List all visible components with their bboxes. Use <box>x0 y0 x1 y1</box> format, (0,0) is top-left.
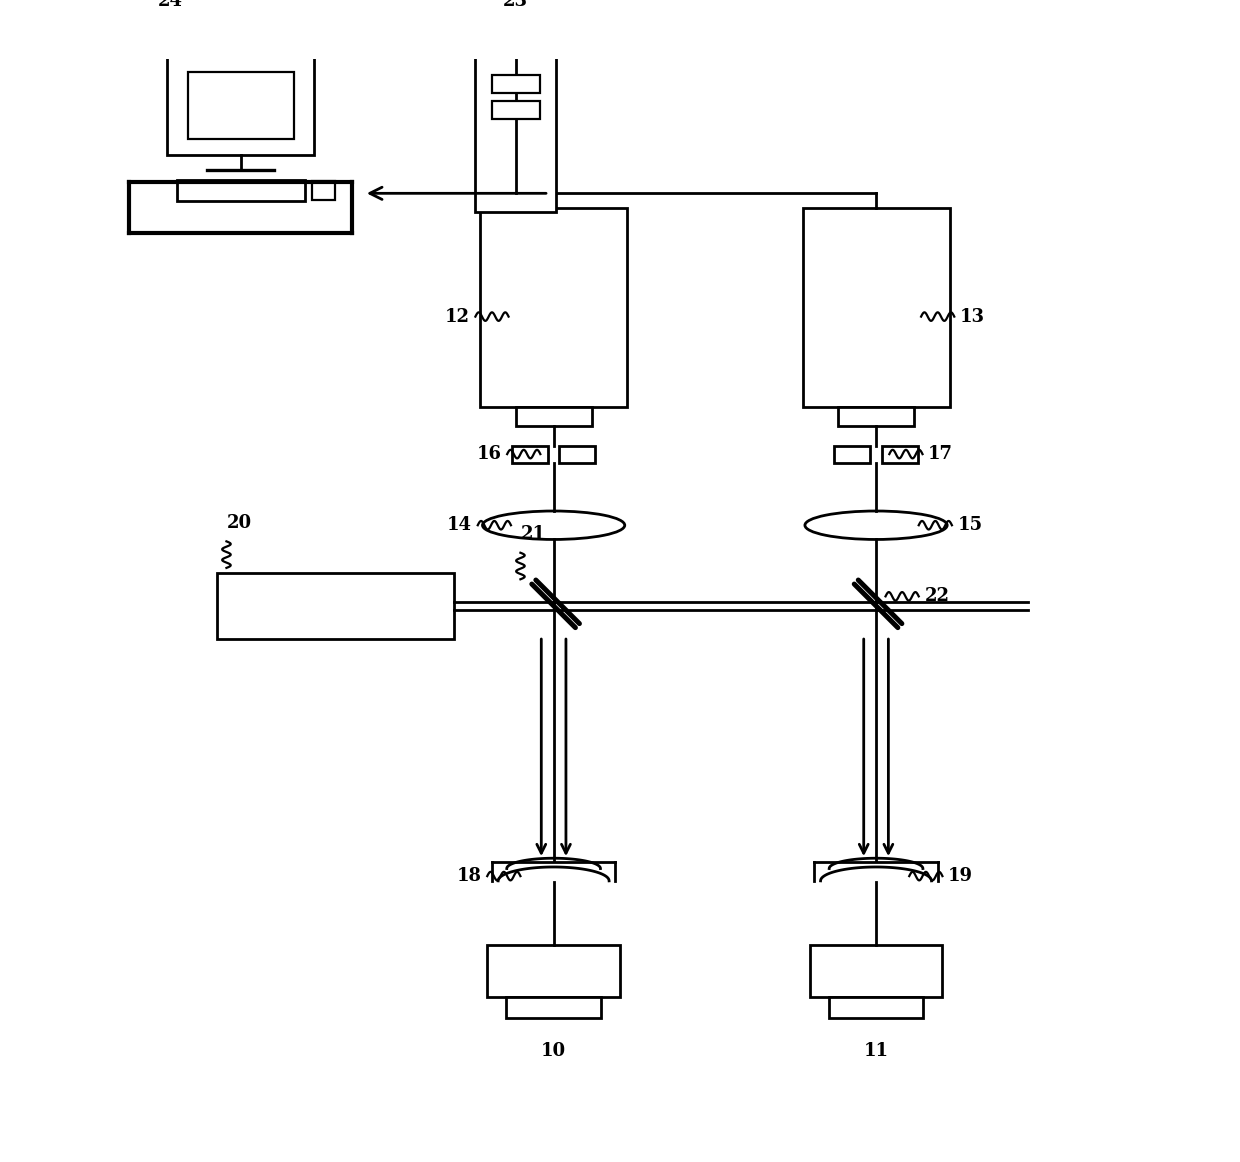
Text: 20: 20 <box>227 514 252 532</box>
Text: 14: 14 <box>448 516 472 535</box>
Bar <box>491 101 539 119</box>
Text: 19: 19 <box>949 867 973 885</box>
Bar <box>491 76 539 93</box>
Bar <box>167 56 314 156</box>
Text: 21: 21 <box>521 525 546 544</box>
Text: 24: 24 <box>157 0 182 10</box>
Bar <box>810 945 942 997</box>
Ellipse shape <box>482 511 625 539</box>
Bar <box>838 407 914 425</box>
Bar <box>559 445 595 462</box>
Text: 10: 10 <box>541 1041 567 1060</box>
Text: 15: 15 <box>957 516 983 535</box>
Bar <box>312 181 335 200</box>
Ellipse shape <box>805 511 947 539</box>
Text: 17: 17 <box>929 445 954 464</box>
Bar <box>835 445 870 462</box>
Text: 11: 11 <box>863 1041 889 1060</box>
Text: 12: 12 <box>445 308 470 325</box>
Bar <box>506 997 601 1018</box>
Bar <box>512 445 548 462</box>
Text: 16: 16 <box>476 445 501 464</box>
Bar <box>176 180 305 201</box>
Text: 18: 18 <box>456 867 481 885</box>
Bar <box>487 945 620 997</box>
Text: 23: 23 <box>503 0 528 10</box>
Text: 13: 13 <box>960 308 985 325</box>
Text: 22: 22 <box>924 587 950 605</box>
Bar <box>187 72 294 139</box>
Bar <box>828 997 924 1018</box>
Bar <box>217 573 454 639</box>
Bar <box>475 51 556 213</box>
Bar <box>516 407 591 425</box>
Bar <box>480 208 627 407</box>
Bar <box>802 208 950 407</box>
Bar <box>882 445 918 462</box>
